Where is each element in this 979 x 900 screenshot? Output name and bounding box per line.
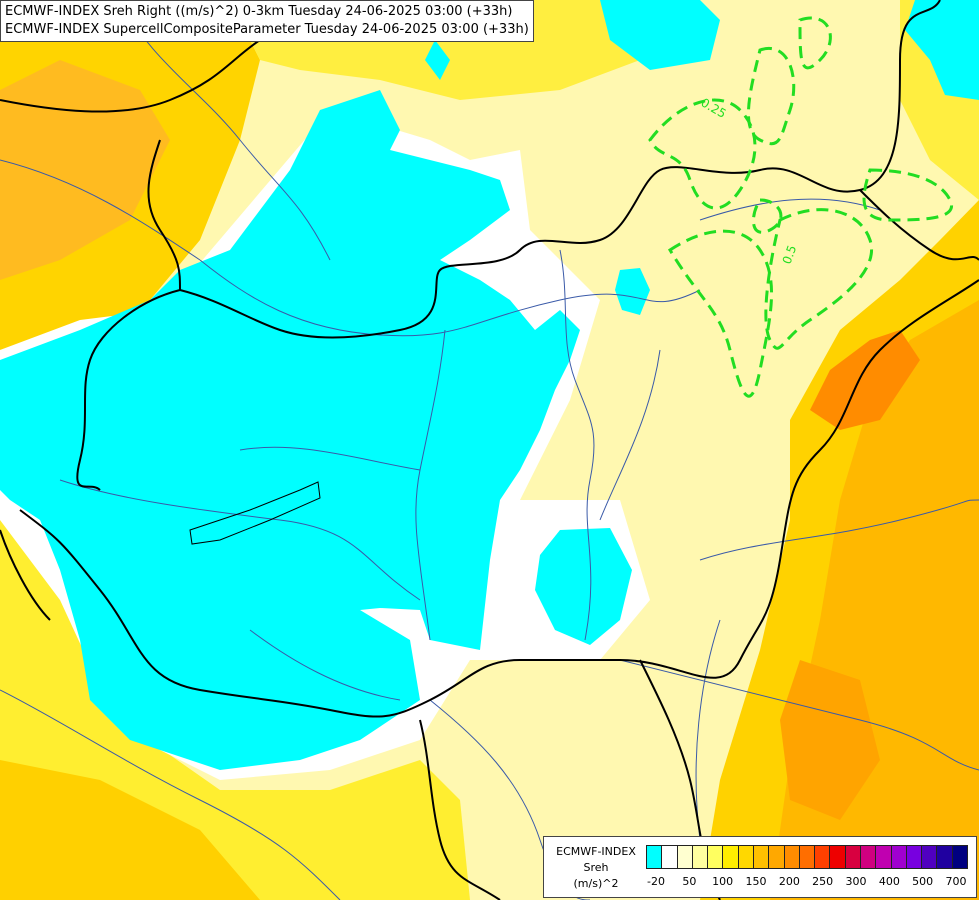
- legend-tick-8: 500: [912, 875, 934, 888]
- legend-swatch-3: [692, 846, 709, 868]
- legend-swatch-13: [845, 846, 861, 868]
- legend-tick-3: 150: [745, 875, 767, 888]
- legend-swatch-18: [922, 846, 938, 868]
- shade-cyan-north: [600, 0, 720, 70]
- legend-tick-1: 50: [682, 875, 697, 888]
- map-title-box: ECMWF-INDEX Sreh Right ((m/s)^2) 0-3km T…: [0, 0, 534, 42]
- shade-southwest-gold: [0, 760, 260, 900]
- legend-swatch-2: [677, 846, 693, 868]
- legend-tick-9: 700: [945, 875, 967, 888]
- legend-swatch-7: [753, 846, 770, 868]
- shade-northeast-cyan: [905, 0, 979, 100]
- legend-swatch-17: [906, 846, 923, 868]
- legend-source: ECMWF-INDEX: [556, 845, 636, 858]
- legend-swatches: [646, 845, 968, 869]
- legend: ECMWF-INDEX Sreh (m/s)^2 -20 50 100 150 200 2…: [543, 836, 977, 898]
- legend-swatch-12: [830, 846, 846, 868]
- shade-east-orange-spot: [780, 660, 880, 820]
- title-line-1: ECMWF-INDEX Sreh Right ((m/s)^2) 0-3km T…: [5, 4, 513, 19]
- legend-ticks: -20 50 100 150 200 250 300 400 500 700: [646, 875, 966, 889]
- legend-swatch-11: [815, 846, 831, 868]
- legend-swatch-20: [952, 846, 967, 868]
- legend-swatch-9: [784, 846, 800, 868]
- legend-swatch-4: [708, 846, 724, 868]
- legend-unit: (m/s)^2: [573, 877, 619, 890]
- shade-cyan-east-strip: [425, 40, 450, 80]
- shade-east-dark-orange: [810, 330, 920, 430]
- legend-swatch-6: [738, 846, 754, 868]
- legend-swatch-8: [769, 846, 785, 868]
- legend-variable: Sreh: [583, 861, 609, 874]
- legend-tick-4: 200: [778, 875, 800, 888]
- legend-swatch-1: [662, 846, 678, 868]
- shade-west-orange: [0, 60, 170, 280]
- legend-swatch-0: [647, 846, 663, 868]
- legend-swatch-19: [937, 846, 953, 868]
- scp-contours: [648, 16, 954, 398]
- title-line-2: ECMWF-INDEX SupercellCompositeParameter …: [5, 22, 529, 37]
- legend-swatch-14: [860, 846, 877, 868]
- legend-tick-6: 300: [845, 875, 867, 888]
- lake-balaton: [189, 481, 321, 545]
- legend-swatch-15: [876, 846, 892, 868]
- legend-tick-0: -20: [647, 875, 665, 888]
- shade-cyan-south: [535, 528, 632, 645]
- shade-cyan-main: [0, 90, 580, 770]
- legend-swatch-5: [723, 846, 739, 868]
- legend-tick-5: 250: [812, 875, 834, 888]
- legend-tick-2: 100: [712, 875, 734, 888]
- legend-swatch-16: [891, 846, 907, 868]
- legend-tick-7: 400: [878, 875, 900, 888]
- shade-cyan-small: [615, 268, 650, 315]
- legend-swatch-10: [799, 846, 816, 868]
- contour-label-05: 0.5: [780, 243, 800, 266]
